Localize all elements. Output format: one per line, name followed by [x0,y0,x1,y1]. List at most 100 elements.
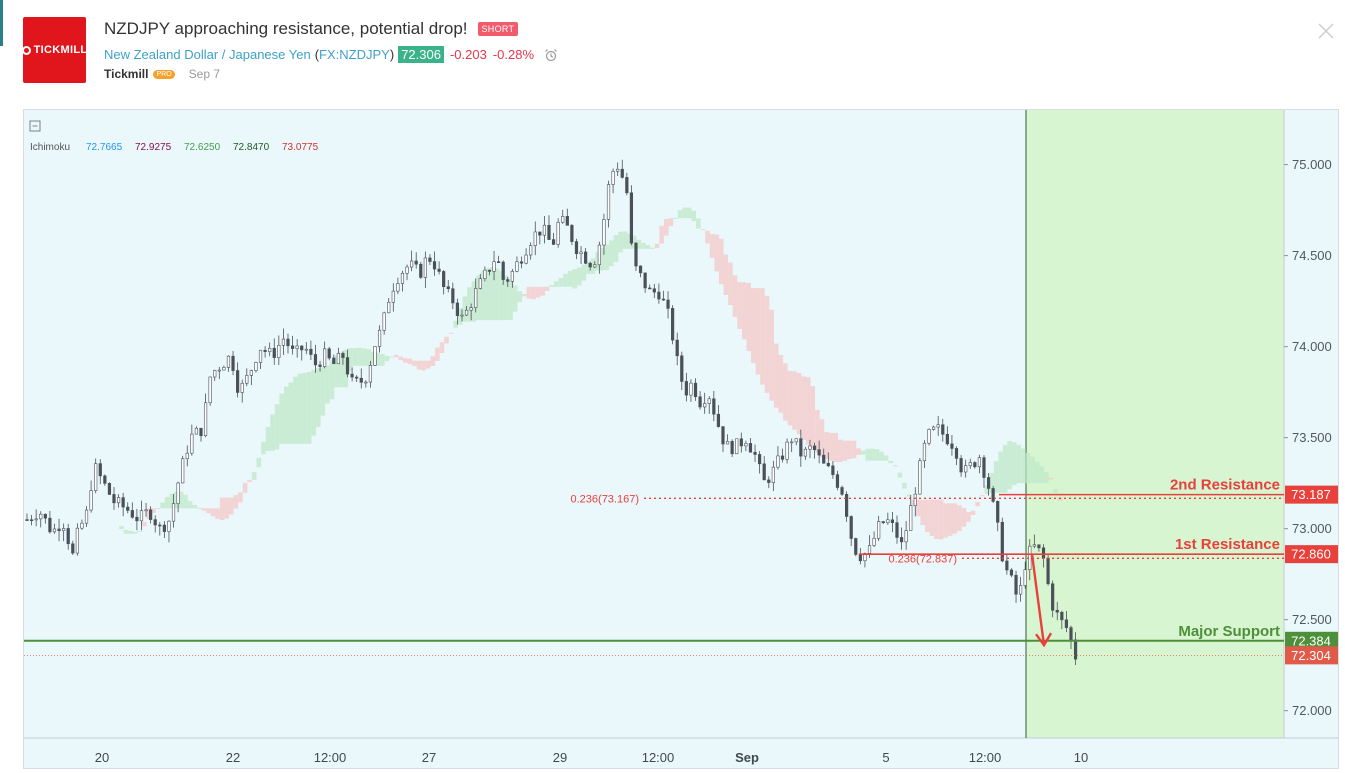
cloud-segment [966,511,971,522]
cloud-segment [810,386,816,449]
cloud-segment [796,372,802,435]
logo-text: TICKMILL [33,44,88,56]
candle-body [414,260,418,265]
candle-body [492,261,496,272]
candle-body [391,290,395,303]
y-tick-label: 75.000 [1292,157,1332,172]
level-price-text: 72.304 [1291,648,1331,663]
price-chart[interactable]: 2nd Resistance 73.187 1st Resistance 72.860… [24,110,1338,768]
candle-body [936,424,940,428]
candle-body [377,329,382,347]
short-badge: SHORT [477,22,519,36]
candle-body [506,279,510,282]
candle-body [767,479,771,483]
candle-body [236,370,240,393]
cloud-segment [174,491,179,509]
candle-body [890,519,895,523]
candle-body [606,184,611,220]
candle-body [103,475,107,484]
candle-body [405,266,409,274]
cloud-segment [370,351,376,366]
candle-body [501,261,505,280]
candle-body [1069,627,1073,641]
candle-body [121,497,125,508]
candle-body [1019,585,1023,595]
candle-body [588,262,592,268]
cloud-segment [416,360,422,370]
candle-body [1046,557,1050,585]
cloud-segment [526,286,532,299]
cloud-segment [306,372,312,444]
level-label: 2nd Resistance [1170,477,1280,494]
cloud-segment [581,264,587,281]
cloud-segment [760,288,765,385]
candle-body [725,441,730,445]
horizontal-levels: 2nd Resistance 73.187 1st Resistance 72.860… [24,477,1338,665]
candle-body [510,270,514,282]
cloud-segment [375,352,381,366]
collapse-icon[interactable] [29,120,41,132]
cloud-segment [215,508,220,519]
pro-badge: PRO [153,69,175,79]
cloud-segment [915,499,921,517]
author-logo[interactable]: TICKMILL [21,17,88,83]
indicator-value: 72.8470 [233,142,270,153]
author-name-link[interactable]: Tickmill [104,67,149,81]
candle-body [721,426,725,445]
arrow-head [1035,632,1053,648]
cloud-segment [998,451,1003,493]
candle-body [671,308,675,341]
cloud-segment [943,503,948,538]
candle-body [703,403,707,408]
candle-body [684,381,688,396]
symbol-code-link[interactable]: FX:NZDJPY [319,47,390,62]
symbol-name-link[interactable]: New Zealand Dollar / Japanese Yen [104,47,311,62]
cloud-segment [897,472,903,478]
price-change-percent: -0.28% [492,47,535,62]
candle-body [387,301,391,314]
cloud-segment [746,282,752,352]
candle-body [254,362,258,371]
cloud-segment [851,440,857,459]
candle-body [497,261,501,264]
candle-body [822,454,826,464]
candle-body [469,307,473,311]
cloud-segment [577,267,582,286]
candle-body [707,398,711,404]
indicator-name: Ichimoku [30,142,70,153]
y-tick-label: 72.000 [1292,703,1332,718]
cloud-segment [558,277,564,287]
candle-body [190,433,194,454]
alarm-clock-icon[interactable] [544,48,558,62]
level-price-tag [1285,545,1338,564]
candle-body [1051,583,1055,611]
cloud-segment [316,368,321,427]
candle-body [693,382,698,398]
cloud-segment [334,355,339,388]
cloud-segment [613,235,619,262]
cloud-segment [801,376,806,441]
cloud-segment [778,355,784,413]
chart-container[interactable]: 2nd Resistance 73.187 1st Resistance 72.860… [23,109,1339,769]
cloud-segment [430,356,436,366]
x-tick-label: 12:00 [314,750,347,765]
candle-body [139,510,144,522]
candle-body [574,241,579,255]
cloud-segment [723,254,729,296]
candle-body [519,261,524,264]
cloud-segment [467,287,472,322]
cloud-segment [196,507,202,509]
candle-body [423,257,427,278]
cloud-segment [169,493,175,509]
cloud-segment [819,419,825,458]
cloud-segment [155,507,161,509]
cloud-segment [952,503,958,534]
cloud-segment [599,247,605,271]
y-axis: 72.000 72.500 73.000 73.500 74.000 74.500 75.0… [1284,157,1332,718]
cloud-segment [357,347,362,366]
candle-body [158,524,162,527]
cloud-segment [586,261,591,274]
candle-body [75,527,79,554]
candle-body [1032,544,1036,547]
close-icon[interactable] [1316,21,1336,41]
